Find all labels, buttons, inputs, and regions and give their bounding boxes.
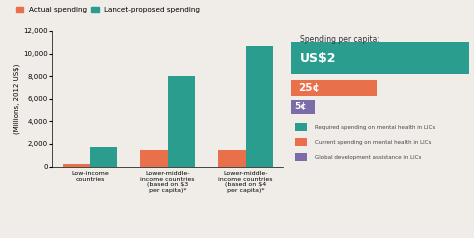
Y-axis label: (Millions, 2012 US$): (Millions, 2012 US$) bbox=[14, 64, 20, 134]
Text: Global development assistance in LICs: Global development assistance in LICs bbox=[315, 155, 421, 160]
Legend: Actual spending, Lancet-proposed spending: Actual spending, Lancet-proposed spendin… bbox=[13, 4, 203, 16]
Bar bbox=[292, 80, 377, 96]
Bar bbox=[140, 150, 168, 167]
Bar bbox=[295, 138, 308, 146]
Text: 25¢: 25¢ bbox=[299, 83, 320, 93]
Bar bbox=[90, 147, 117, 167]
Text: Spending per capita:: Spending per capita: bbox=[301, 35, 380, 44]
Bar bbox=[292, 100, 315, 114]
Text: Current spending on mental health in LICs: Current spending on mental health in LIC… bbox=[315, 140, 431, 145]
Text: 5¢: 5¢ bbox=[294, 102, 307, 111]
Text: Required spending on mental health in LICs: Required spending on mental health in LI… bbox=[315, 125, 435, 130]
Bar bbox=[295, 123, 308, 131]
Bar bbox=[63, 164, 90, 167]
Bar bbox=[219, 150, 246, 167]
Bar bbox=[295, 153, 308, 161]
Bar bbox=[168, 76, 195, 167]
Bar bbox=[292, 42, 469, 74]
Bar bbox=[246, 46, 273, 167]
Text: US$2: US$2 bbox=[301, 52, 337, 64]
